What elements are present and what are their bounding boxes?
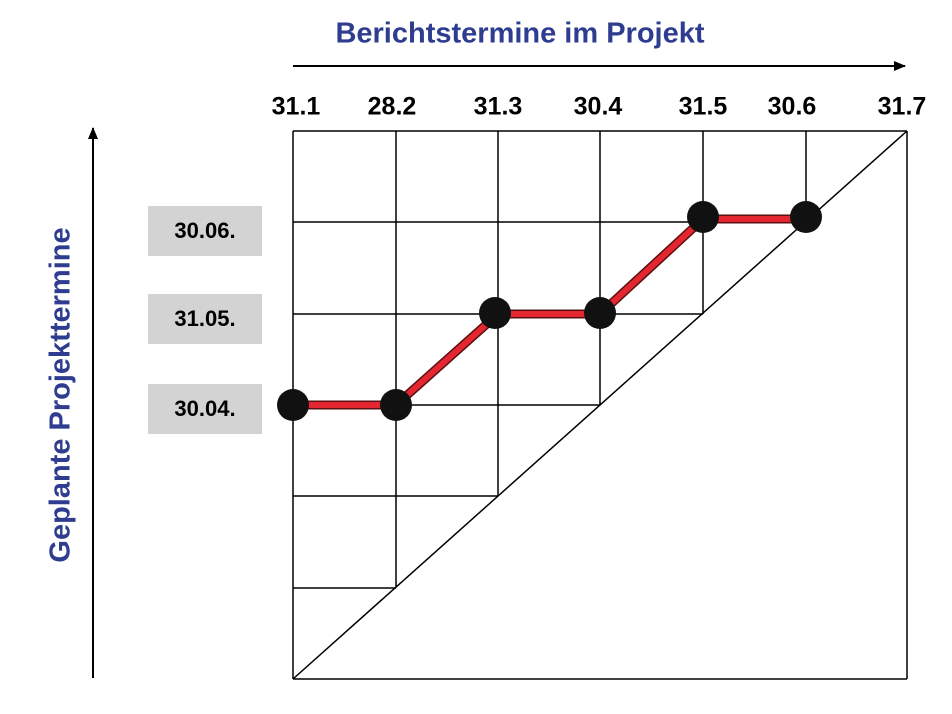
planned-date: 30.06. — [174, 218, 235, 243]
report-date: 28.2 — [368, 93, 417, 121]
y-axis-title: Geplante Projekttermine — [45, 227, 77, 562]
milestone-point — [479, 297, 511, 329]
planned-date: 30.04. — [174, 396, 235, 421]
x-axis-title: Berichtstermine im Projekt — [335, 18, 704, 50]
planned-date-box — [148, 206, 262, 256]
report-date: 30.6 — [768, 93, 817, 121]
milestone-point — [277, 389, 309, 421]
trend-line — [293, 216, 806, 408]
report-date: 31.1 — [272, 93, 321, 121]
milestone-point — [380, 389, 412, 421]
report-date: 31.7 — [878, 93, 927, 121]
report-date: 31.3 — [474, 93, 523, 121]
report-date: 31.5 — [679, 93, 728, 121]
milestone-point — [584, 297, 616, 329]
planned-date: 31.05. — [174, 306, 235, 331]
report-date: 30.4 — [574, 93, 623, 121]
planned-date-box — [148, 384, 262, 434]
milestone-point — [790, 201, 822, 233]
planned-date-box — [148, 294, 262, 344]
milestone-point — [687, 201, 719, 233]
